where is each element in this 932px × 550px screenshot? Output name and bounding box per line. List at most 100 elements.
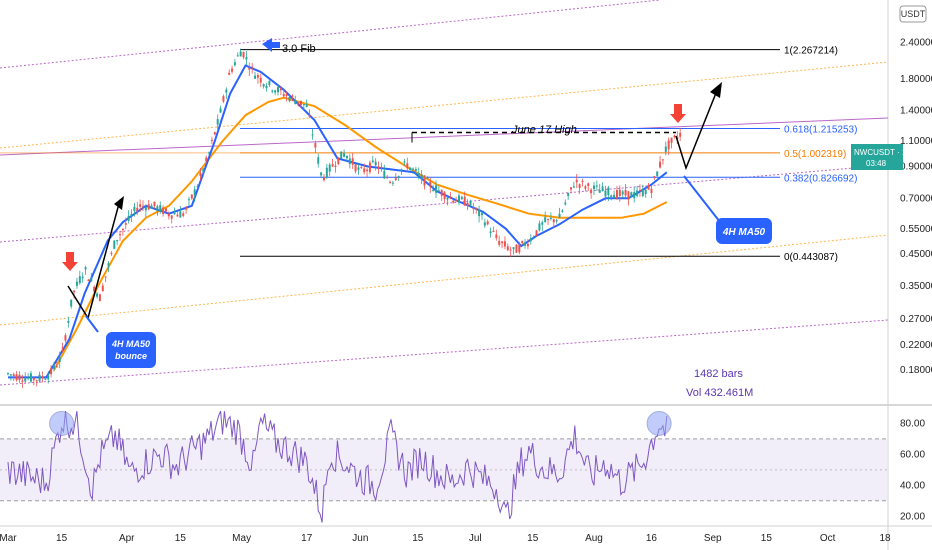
time-tick-label: Apr [119,533,135,544]
price-candle-body [659,161,662,168]
price-candle-body [437,190,440,192]
price-candle-body [547,218,550,220]
last-price-text: NWCUSDT · 1.042000 [854,148,932,157]
price-candle-body [664,146,667,152]
price-tick-label: 2.400000 [900,37,932,48]
price-candle-body [242,52,245,58]
fib-retracement[interactable]: 1(2.267214) 0.618(1.215253) 0.5(1.002319) 0… [0,46,857,264]
ma-bounce-callout: 4H MA50 bounce [85,315,156,368]
price-candle-body [366,169,369,172]
time-tick-label: Jun [352,533,368,544]
price-candle-body [455,200,458,202]
price-candle-body [245,57,248,60]
price-candle-body [216,119,219,125]
rsi-tick-label: 40.00 [900,480,925,491]
price-candle-body [607,187,610,196]
price-tick-label: 0.900000 [900,162,932,173]
price-candle-body [509,249,512,251]
price-candle-body [492,230,495,232]
price-candle-body [334,165,337,168]
price-candle-body [647,185,650,190]
price-candle-body [208,152,211,154]
price-candle-body [185,207,188,210]
price-candle-body [544,217,547,223]
price-candle-body [262,84,265,87]
price-candle-body [176,214,179,217]
price-tick-label: 1.100000 [900,136,932,147]
price-candle-body [325,167,328,178]
price-candle-body [285,94,288,96]
price-candle-body [506,246,509,251]
price-candle-body [265,85,268,89]
price-candle-body [277,87,280,93]
price-candle-body [101,285,104,292]
price-tick-label: 0.450000 [900,249,932,260]
rsi-pane [0,410,888,523]
price-candle-body [357,167,360,170]
blue-arrow-fib [262,38,280,52]
countdown-text: 03:48 [866,159,887,168]
price-candle-body [297,102,300,104]
ma50-callout-text: 4H MA50 [722,227,766,238]
price-candle-body [400,169,403,172]
price-candle-body [343,153,346,157]
price-candle-body [636,190,639,196]
price-candle-body [592,185,595,189]
price-candle-body [61,347,64,349]
price-candle-body [348,158,351,165]
price-candle-body [282,94,285,97]
price-candle-body [638,189,641,191]
price-candle-body [483,222,486,226]
time-tick-label: 15 [761,533,773,544]
currency-badge[interactable]: USDT [899,5,927,23]
zigzag-arrowhead-2 [710,82,722,98]
price-candle-body [633,192,636,199]
price-candle-body [535,230,538,236]
price-candle-body [213,132,216,135]
price-candle-body [656,171,659,177]
price-candle-body [202,168,205,172]
price-candle-body [440,189,443,196]
price-candle-body [274,90,277,93]
price-tick-label: 0.270000 [900,314,932,325]
price-candle-body [7,373,9,375]
price-candle-body [354,164,357,172]
last-price-tag: NWCUSDT · 1.042000 03:48 [851,144,932,170]
price-candle-body [294,100,297,105]
price-candle-body [503,241,506,247]
price-candle-body [572,186,575,188]
price-candle-body [47,375,50,380]
price-candle-body [673,135,676,138]
price-candle-body [144,207,147,211]
volume-label: Vol 432.461M [686,387,753,399]
price-candle-body [397,176,400,178]
price-candle-body [641,189,644,196]
price-candle-body [345,155,348,159]
price-candle-body [426,177,429,179]
price-candle-body [558,213,561,218]
price-candle-body [90,278,93,282]
price-tick-label: 1.800000 [900,74,932,85]
price-candle-body [457,195,460,203]
price-candle-body [391,182,394,184]
price-candle-body [50,367,53,375]
price-candle-body [578,184,581,188]
price-candle-body [199,172,202,176]
price-candle-body [618,189,621,196]
price-candle-body [35,380,38,382]
price-candle-body [480,212,483,216]
price-candle-body [248,67,251,70]
price-candle-body [64,335,67,341]
price-candle-body [233,62,236,66]
price-candle-body [469,200,472,206]
currency-text: USDT [901,9,926,19]
price-candle-body [27,377,30,379]
price-series [7,48,682,389]
time-tick-label: 16 [646,533,658,544]
price-candle-body [182,213,185,216]
price-candle-body [87,279,90,281]
price-candle-body [196,186,199,188]
price-candle-body [187,199,190,201]
price-candle-body [162,207,165,215]
